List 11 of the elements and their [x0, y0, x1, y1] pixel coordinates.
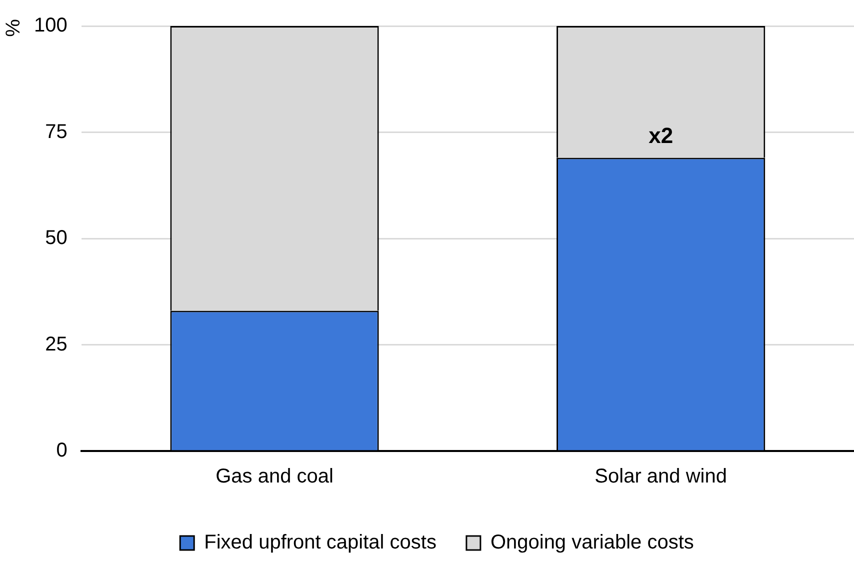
y-tick-label: 25: [45, 333, 68, 356]
legend-label: Ongoing variable costs: [490, 532, 694, 554]
annotation: x2: [648, 122, 674, 148]
legend-label: Fixed upfront capital costs: [204, 532, 436, 554]
x-tick-label: Solar and wind: [594, 466, 727, 488]
y-tick-label: 50: [45, 227, 68, 250]
y-tick-label: 100: [34, 14, 68, 37]
y-tick-label: 75: [45, 120, 68, 143]
x-tick-label: Gas and coal: [216, 466, 334, 488]
y-axis-title: %: [2, 18, 25, 37]
y-tick-label: 0: [56, 440, 68, 462]
